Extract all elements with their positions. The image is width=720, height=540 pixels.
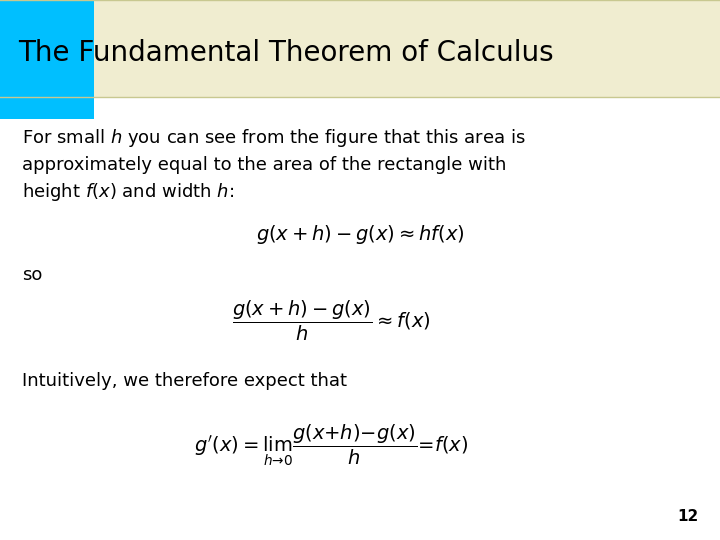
Text: $\dfrac{g(x + h) - g(x)}{h} \approx f(x)$: $\dfrac{g(x + h) - g(x)}{h} \approx f(x)… [232, 299, 431, 343]
Text: 12: 12 [677, 509, 698, 524]
Text: height $f(x)$ and width $h$:: height $f(x)$ and width $h$: [22, 181, 234, 202]
Bar [0, 0, 94, 119]
Text: so: so [22, 266, 42, 285]
Bar [0, 0, 720, 97]
Text: $g(x + h) - g(x) \approx hf(x)$: $g(x + h) - g(x) \approx hf(x)$ [256, 224, 464, 246]
Text: The Fundamental Theorem of Calculus: The Fundamental Theorem of Calculus [18, 39, 554, 68]
Text: $g'(x) = \lim_{h \to 0} \dfrac{g(x + h) - g(x)}{h} = f(x)$: $g'(x) = \lim_{h \to 0} \dfrac{g(x + h) … [194, 423, 468, 468]
Text: approximately equal to the area of the rectangle with: approximately equal to the area of the r… [22, 156, 506, 174]
Text: Intuitively, we therefore expect that: Intuitively, we therefore expect that [22, 372, 346, 390]
Text: For small $h$ you can see from the figure that this area is: For small $h$ you can see from the figur… [22, 127, 525, 148]
